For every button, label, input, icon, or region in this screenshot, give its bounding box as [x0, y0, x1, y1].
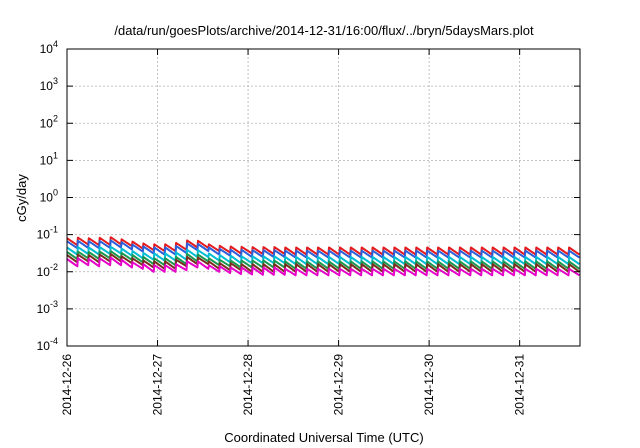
y-tick-label: 10-2 — [37, 262, 58, 279]
x-tick-label: 2014-12-29 — [332, 354, 346, 416]
y-axis-label: cGy/day — [14, 174, 29, 222]
series-line — [66, 256, 580, 277]
x-axis-label: Coordinated Universal Time (UTC) — [224, 430, 423, 445]
x-tick-label: 2014-12-31 — [513, 354, 527, 416]
grid — [67, 49, 580, 346]
y-tick-label: 10-4 — [37, 336, 58, 353]
series-line — [66, 239, 580, 259]
y-tick-label: 100 — [40, 188, 58, 205]
x-tick-label: 2014-12-28 — [241, 354, 255, 416]
y-tick-label: 102 — [40, 113, 58, 130]
y-axis-ticks: 10-4 10-3 10-2 10-1 100 101 102 103 104 — [37, 39, 580, 353]
series-layer — [66, 236, 580, 277]
y-tick-label: 101 — [40, 150, 58, 167]
y-tick-label: 10-3 — [37, 299, 58, 316]
x-tick-label: 2014-12-26 — [60, 354, 74, 416]
y-tick-label: 104 — [40, 39, 58, 56]
y-tick-label: 10-1 — [37, 225, 58, 242]
x-tick-label: 2014-12-27 — [151, 354, 165, 416]
y-tick-label: 103 — [40, 76, 58, 93]
x-tick-label: 2014-12-30 — [422, 354, 436, 416]
chart-title: /data/run/goesPlots/archive/2014-12-31/1… — [114, 23, 534, 38]
x-axis-ticks: 2014-12-26 2014-12-27 2014-12-28 2014-12-29… — [60, 49, 527, 415]
